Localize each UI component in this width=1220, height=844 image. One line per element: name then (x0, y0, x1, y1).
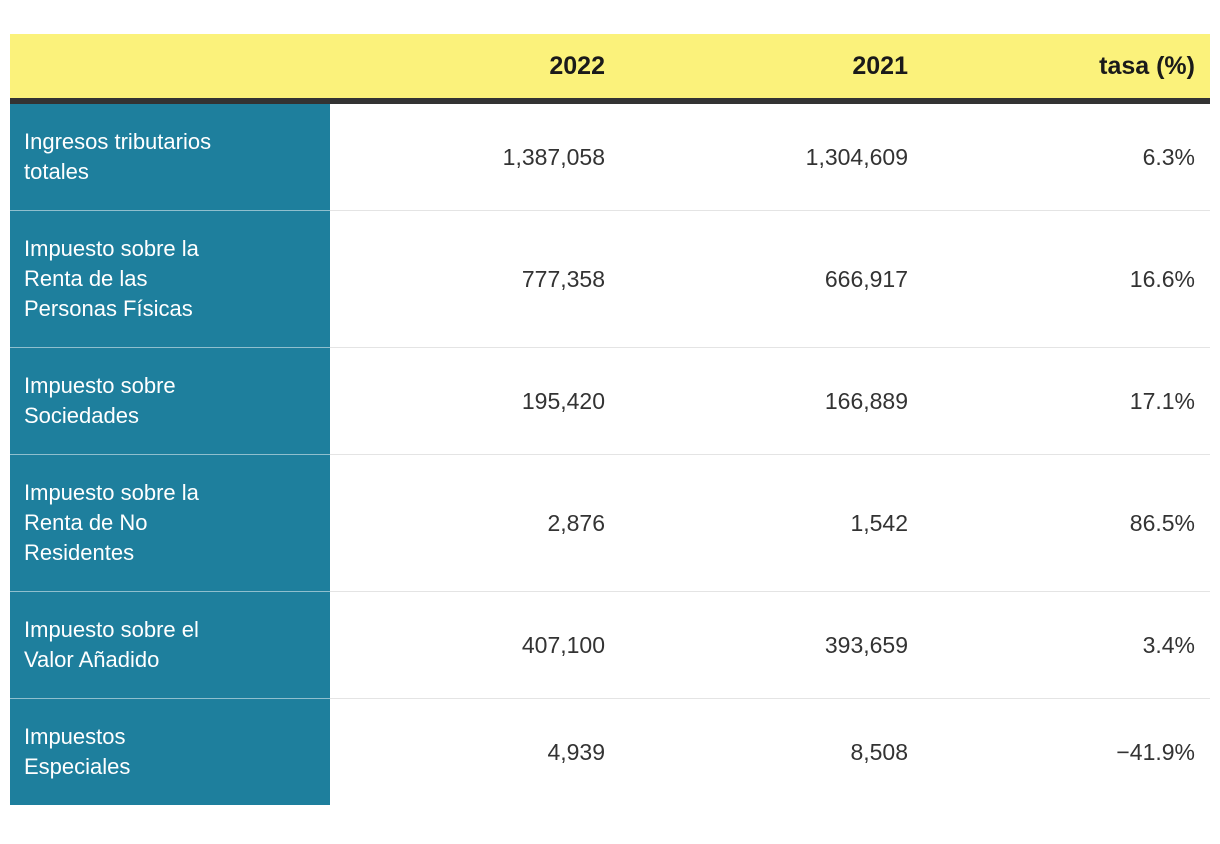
table-row: Ingresos tributarios totales 1,387,058 1,3… (10, 101, 1210, 211)
table-row: Impuestos Especiales 4,939 8,508 −41.9% (10, 698, 1210, 805)
table-row: Impuesto sobre la Renta de las Personas … (10, 210, 1210, 348)
table-header: 2022 2021 tasa (%) (10, 34, 1210, 101)
value-2021-cell: 1,304,609 (615, 101, 918, 211)
value-2022-cell: 777,358 (330, 210, 615, 348)
rate-cell: 16.6% (918, 210, 1210, 348)
value-2021-cell: 666,917 (615, 210, 918, 348)
table-row: Impuesto sobre Sociedades 195,420 166,889 1… (10, 347, 1210, 455)
rate-cell: 17.1% (918, 347, 1210, 455)
table-row: Impuesto sobre el Valor Añadido 407,100 39… (10, 591, 1210, 699)
value-2021-cell: 166,889 (615, 347, 918, 455)
table-row: Impuesto sobre la Renta de No Residentes… (10, 454, 1210, 592)
value-2022-cell: 2,876 (330, 454, 615, 592)
value-2021-cell: 8,508 (615, 698, 918, 805)
value-2022-cell: 1,387,058 (330, 101, 615, 211)
rate-cell: 86.5% (918, 454, 1210, 592)
value-2022-cell: 4,939 (330, 698, 615, 805)
rate-cell: 6.3% (918, 101, 1210, 211)
tax-revenue-table-container: 2022 2021 tasa (%) Ingresos tributarios … (10, 34, 1210, 805)
row-label-cell: Impuesto sobre la Renta de No Residentes (10, 454, 330, 592)
value-2022-cell: 407,100 (330, 591, 615, 699)
row-label-cell: Impuesto sobre la Renta de las Personas … (10, 210, 330, 348)
value-2021-cell: 1,542 (615, 454, 918, 592)
header-rate: tasa (%) (918, 34, 1210, 101)
header-row: 2022 2021 tasa (%) (10, 34, 1210, 101)
row-label-cell: Ingresos tributarios totales (10, 101, 330, 211)
header-row-label-column (10, 34, 330, 101)
table-body: Ingresos tributarios totales 1,387,058 1,3… (10, 101, 1210, 805)
rate-cell: −41.9% (918, 698, 1210, 805)
header-2022: 2022 (330, 34, 615, 101)
row-label-cell: Impuesto sobre Sociedades (10, 347, 330, 455)
row-label-cell: Impuestos Especiales (10, 698, 330, 805)
rate-cell: 3.4% (918, 591, 1210, 699)
row-label-cell: Impuesto sobre el Valor Añadido (10, 591, 330, 699)
value-2022-cell: 195,420 (330, 347, 615, 455)
value-2021-cell: 393,659 (615, 591, 918, 699)
tax-revenue-table: 2022 2021 tasa (%) Ingresos tributarios … (10, 34, 1210, 805)
header-2021: 2021 (615, 34, 918, 101)
